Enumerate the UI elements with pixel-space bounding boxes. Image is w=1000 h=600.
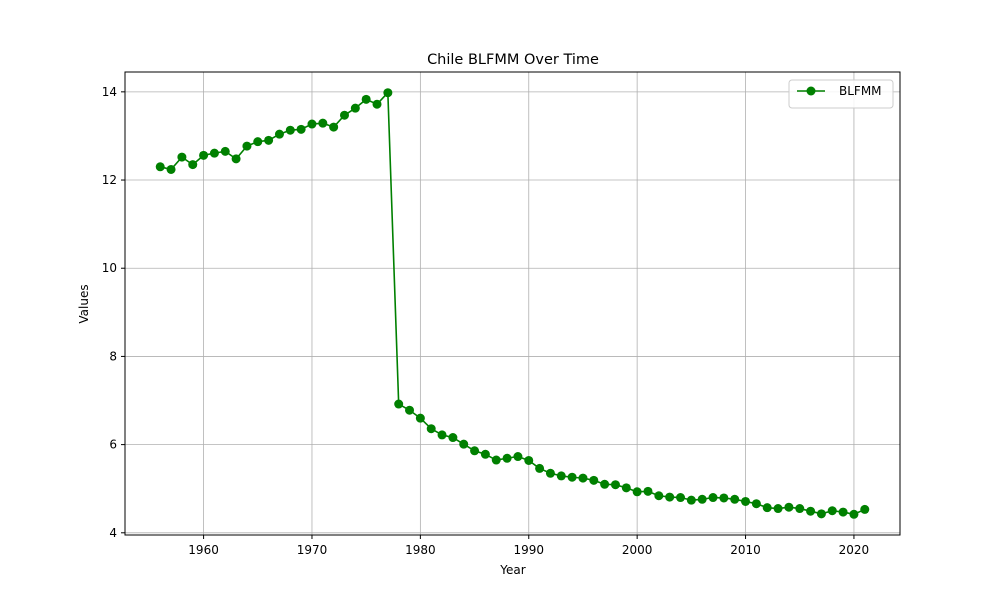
x-tick-label: 1970 — [297, 543, 328, 557]
data-point — [773, 504, 783, 514]
y-axis-label: Values — [77, 284, 91, 323]
data-point — [524, 455, 534, 465]
data-point — [762, 503, 772, 513]
data-point — [643, 486, 653, 496]
y-tick-label: 8 — [109, 349, 117, 363]
data-point — [296, 124, 306, 134]
data-point — [459, 439, 469, 449]
data-point — [860, 504, 870, 514]
data-point — [654, 491, 664, 501]
data-point — [708, 493, 718, 503]
data-point — [838, 507, 848, 517]
data-point — [350, 103, 360, 113]
data-point — [155, 162, 165, 172]
data-point — [686, 495, 696, 505]
data-point — [394, 399, 404, 409]
data-point — [535, 463, 545, 473]
data-point — [502, 453, 512, 463]
x-axis-label: Year — [499, 563, 525, 577]
data-point — [751, 499, 761, 509]
x-tick-label: 2020 — [839, 543, 870, 557]
data-point — [513, 452, 523, 462]
series-layer — [155, 88, 870, 519]
data-point — [567, 472, 577, 482]
data-point — [329, 122, 339, 132]
data-point — [491, 455, 501, 465]
data-point — [372, 99, 382, 109]
data-point — [437, 430, 447, 440]
data-point — [426, 424, 436, 434]
data-point — [827, 506, 837, 516]
data-point — [199, 150, 209, 160]
data-point — [361, 94, 371, 104]
data-point — [318, 118, 328, 128]
data-point — [285, 125, 295, 135]
x-tick-label: 2000 — [622, 543, 653, 557]
data-point — [556, 471, 566, 481]
data-point — [697, 494, 707, 504]
data-point — [231, 154, 241, 164]
data-point — [676, 493, 686, 503]
data-point — [177, 152, 187, 162]
y-tick-label: 12 — [102, 173, 117, 187]
data-point — [166, 164, 176, 174]
data-point — [578, 473, 588, 483]
data-point — [600, 479, 610, 489]
data-point — [610, 480, 620, 490]
data-point — [209, 148, 219, 158]
data-point — [795, 504, 805, 514]
data-point — [307, 119, 317, 129]
data-point — [589, 475, 599, 485]
plot-frame — [124, 71, 901, 536]
data-point — [253, 137, 263, 147]
data-point — [719, 493, 729, 503]
data-point — [405, 405, 415, 415]
data-point — [448, 433, 458, 443]
grid-lines — [125, 72, 900, 535]
legend-marker-swatch — [806, 86, 816, 96]
data-point — [806, 506, 816, 516]
x-tick-label: 2010 — [730, 543, 761, 557]
data-point — [665, 492, 675, 502]
x-tick-label: 1990 — [513, 543, 544, 557]
data-point — [188, 160, 198, 170]
y-tick-label: 6 — [109, 438, 117, 452]
legend-box — [788, 79, 894, 109]
data-point — [816, 509, 826, 519]
data-point — [339, 110, 349, 120]
data-point — [383, 88, 393, 98]
data-point — [480, 449, 490, 459]
x-tick-label: 1980 — [405, 543, 436, 557]
data-point — [220, 146, 230, 156]
data-point — [784, 502, 794, 512]
chart-title: Chile BLFMM Over Time — [427, 52, 599, 68]
legend: BLFMM — [788, 79, 894, 109]
data-point — [730, 494, 740, 504]
x-tick-label: 1960 — [188, 543, 219, 557]
y-tick-label: 14 — [102, 85, 117, 99]
y-axis: 4 6 8 10 12 14 — [102, 85, 125, 540]
data-point — [545, 468, 555, 478]
data-point — [274, 129, 284, 139]
data-point — [242, 141, 252, 151]
data-point — [632, 487, 642, 497]
data-point — [470, 446, 480, 456]
y-tick-label: 4 — [109, 526, 117, 540]
data-point — [741, 496, 751, 506]
data-point — [849, 509, 859, 519]
legend-entry-blfmm: BLFMM — [839, 84, 882, 98]
data-point — [621, 483, 631, 493]
y-tick-label: 10 — [102, 261, 117, 275]
x-axis: 1960 1970 1980 1990 2000 2010 2020 — [188, 535, 869, 557]
data-point — [415, 413, 425, 423]
data-point — [264, 135, 274, 145]
